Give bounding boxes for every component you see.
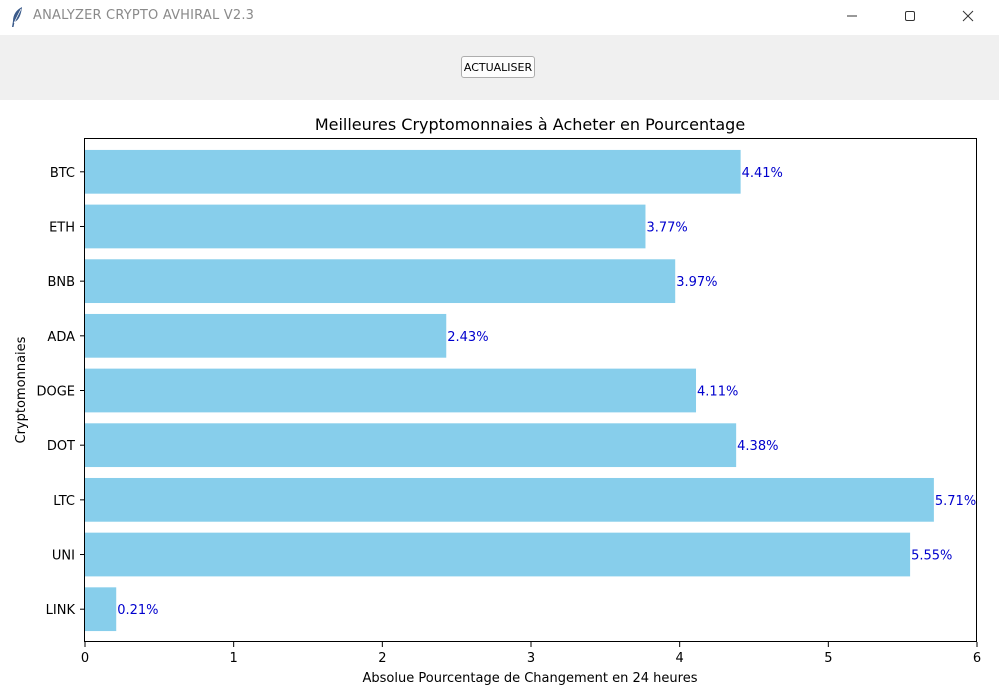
x-axis-label: Absolue Pourcentage de Changement en 24 … <box>363 671 698 686</box>
feather-icon <box>10 6 24 28</box>
y-axis: BTC ETH BNB ADA DOGE DOT LTC UNI LINK <box>36 166 85 618</box>
y-tick-label-doge: DOGE <box>36 385 75 400</box>
x-tick-label-3: 3 <box>527 651 535 666</box>
x-tick-label-5: 5 <box>824 651 832 666</box>
close-button[interactable] <box>939 0 997 32</box>
bar-ltc <box>85 477 934 522</box>
value-label-dot: 4.38% <box>737 439 778 454</box>
close-icon <box>962 10 974 22</box>
bars-group <box>85 149 934 632</box>
y-tick-label-ltc: LTC <box>53 494 75 509</box>
bar-eth <box>85 204 646 249</box>
minimize-button[interactable] <box>823 0 881 32</box>
maximize-icon <box>905 11 915 21</box>
value-label-ada: 2.43% <box>447 330 488 345</box>
bar-bnb <box>85 259 676 304</box>
value-label-doge: 4.11% <box>697 385 738 400</box>
bar-doge <box>85 368 697 413</box>
y-tick-label-uni: UNI <box>52 549 75 564</box>
x-axis: 0 1 2 3 4 5 6 <box>81 642 981 666</box>
title-bar: ANALYZER CRYPTO AVHIRAL V2.3 <box>0 0 999 34</box>
bar-ada <box>85 313 447 358</box>
maximize-button[interactable] <box>881 0 939 32</box>
value-label-btc: 4.41% <box>742 166 783 181</box>
y-tick-label-link: LINK <box>46 603 76 618</box>
bar-link <box>85 587 117 632</box>
value-label-link: 0.21% <box>117 603 158 618</box>
y-tick-label-dot: DOT <box>47 439 75 454</box>
y-tick-label-bnb: BNB <box>47 275 75 290</box>
y-tick-label-btc: BTC <box>50 166 75 181</box>
y-tick-label-ada: ADA <box>47 330 75 345</box>
y-tick-label-eth: ETH <box>49 220 75 235</box>
value-label-uni: 5.55% <box>911 549 952 564</box>
bar-chart: Meilleures Cryptomonnaies à Acheter en P… <box>14 115 981 686</box>
value-label-bnb: 3.97% <box>676 275 717 290</box>
value-label-eth: 3.77% <box>646 220 687 235</box>
toolbar: ACTUALISER <box>0 35 999 100</box>
window-title: ANALYZER CRYPTO AVHIRAL V2.3 <box>33 8 255 23</box>
bar-btc <box>85 149 741 194</box>
refresh-button[interactable]: ACTUALISER <box>461 56 535 78</box>
chart-area: Meilleures Cryptomonnaies à Acheter en P… <box>0 100 999 698</box>
x-tick-label-0: 0 <box>81 651 89 666</box>
y-axis-label: Cryptomonnaies <box>14 336 29 443</box>
bar-dot <box>85 423 737 468</box>
minimize-icon <box>847 15 857 17</box>
chart-title: Meilleures Cryptomonnaies à Acheter en P… <box>315 115 745 134</box>
bar-uni <box>85 532 911 577</box>
x-tick-label-1: 1 <box>230 651 238 666</box>
x-tick-label-6: 6 <box>973 651 981 666</box>
x-tick-label-4: 4 <box>676 651 684 666</box>
value-labels-group: 4.41% 3.77% 3.97% 2.43% 4.11% 4.38% 5.71% 5.55%… <box>117 166 976 618</box>
x-tick-label-2: 2 <box>378 651 386 666</box>
value-label-ltc: 5.71% <box>935 494 976 509</box>
